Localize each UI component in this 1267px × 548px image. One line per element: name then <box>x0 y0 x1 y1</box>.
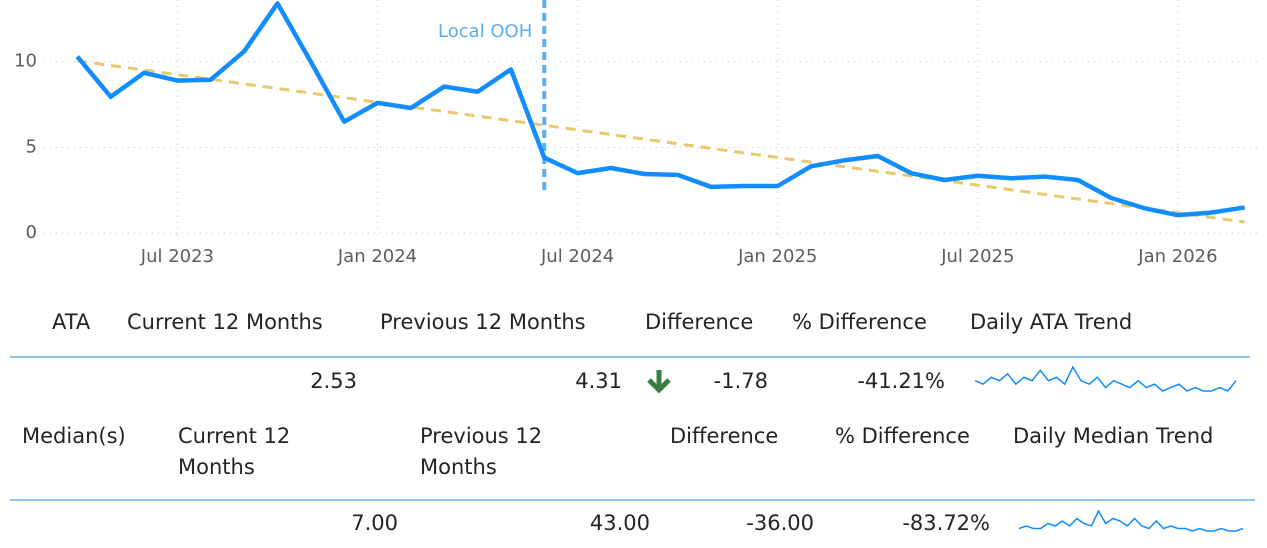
cell: -1.78 <box>713 369 768 393</box>
header: % Difference <box>835 424 970 448</box>
y-tick-label: 0 <box>26 222 37 243</box>
x-tick-label: Jan 2026 <box>1137 246 1217 267</box>
header: ATA <box>52 310 91 334</box>
trend-line <box>77 59 1245 224</box>
cell: -83.72% <box>902 511 990 535</box>
y-tick-label: 10 <box>14 51 37 72</box>
cell: 4.31 <box>575 369 622 393</box>
header: Daily Median Trend <box>1013 424 1214 448</box>
sparkline-path <box>974 365 1237 392</box>
header-rule <box>10 499 1255 501</box>
y-tick-label: 5 <box>26 136 37 157</box>
x-tick-label: Jan 2025 <box>737 246 817 267</box>
x-tick-label: Jul 2025 <box>940 246 1014 267</box>
annotation-label: Local OOH <box>438 21 532 42</box>
line-chart: 0 5 10 Jul 2023 Jan 2024 Jul 2024 Jan 2025 Jul … <box>14 0 1262 267</box>
header: Previous 12 Months <box>380 310 586 334</box>
cell: -41.21% <box>857 369 945 393</box>
x-tick-label: Jul 2023 <box>140 246 214 267</box>
header-rule <box>10 356 1250 358</box>
sparkline-path <box>1018 509 1244 532</box>
header: Difference <box>645 310 754 334</box>
header: Daily ATA Trend <box>970 310 1133 334</box>
sparkline <box>974 365 1237 392</box>
header: % Difference <box>792 310 927 334</box>
sparkline <box>1018 509 1244 532</box>
cell: 2.53 <box>310 369 357 393</box>
cell: -36.00 <box>746 511 814 535</box>
header: Previous 12 Months <box>420 424 543 479</box>
header: Current 12 Months <box>127 310 323 334</box>
cell: 43.00 <box>589 511 650 535</box>
down-arrow-icon <box>647 370 671 394</box>
header: Current 12 Months <box>178 424 291 479</box>
line-series <box>75 1 1245 218</box>
header: Difference <box>670 424 779 448</box>
x-tick-label: Jul 2024 <box>540 246 614 267</box>
x-tick-label: Jan 2024 <box>337 246 417 267</box>
header: Median(s) <box>22 424 126 448</box>
cell: 7.00 <box>351 511 398 535</box>
